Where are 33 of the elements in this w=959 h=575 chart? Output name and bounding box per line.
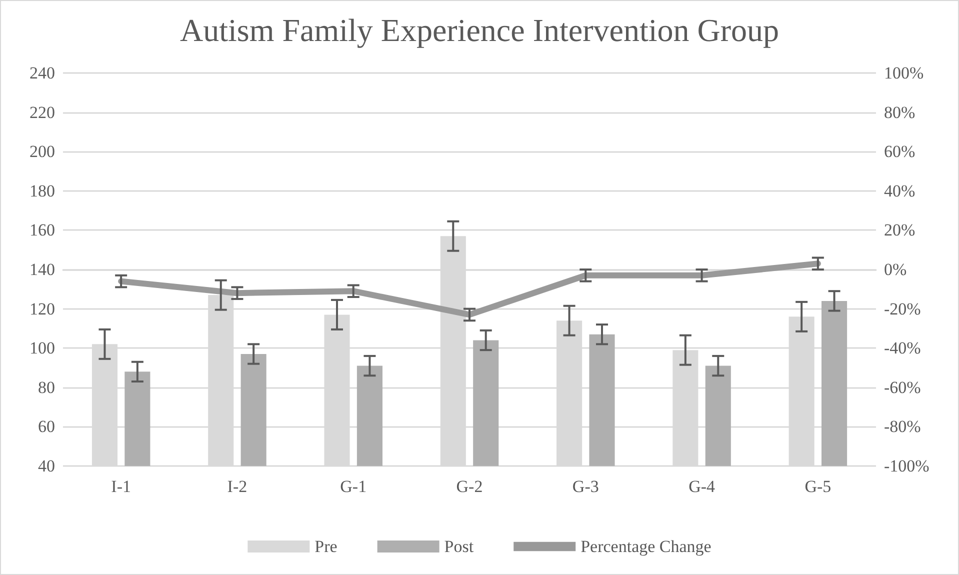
y2-tick-label: 20% [884, 220, 916, 240]
y-tick-label: 240 [30, 64, 55, 82]
x-tick-label: I-1 [111, 477, 131, 496]
chart-title: Autism Family Experience Intervention Group [180, 12, 779, 48]
y2-tick-label: -40% [884, 338, 921, 358]
y-tick-label: 80 [38, 378, 55, 397]
y2-tick-label: -60% [884, 378, 921, 397]
y2-tick-label: 100% [884, 64, 924, 82]
y-tick-label: 40 [38, 456, 55, 476]
y2-tick-label: 40% [884, 181, 916, 200]
y-tick-label: 60 [38, 417, 55, 436]
y-tick-label: 160 [30, 220, 55, 240]
y2-tick-label: 80% [884, 102, 916, 122]
y2-tick-label: 60% [884, 142, 916, 162]
x-tick-label: G-2 [456, 477, 483, 496]
x-tick-label: G-4 [688, 477, 716, 496]
legend-label: Pre [314, 537, 338, 556]
legend-label: Post [444, 537, 474, 556]
x-tick-label: G-5 [804, 477, 832, 496]
y2-tick-label: -20% [884, 299, 921, 318]
y2-tick-label: -80% [884, 417, 921, 436]
y2-tick-label: 0% [884, 260, 907, 279]
y-tick-label: 220 [30, 102, 55, 122]
y-tick-label: 100 [30, 338, 55, 358]
y2-tick-label: -100% [884, 456, 930, 476]
y-tick-label: 140 [30, 260, 55, 279]
x-tick-label: G-1 [340, 477, 367, 496]
x-tick-label: I-2 [227, 477, 248, 496]
y-tick-label: 200 [30, 142, 55, 162]
y-tick-label: 180 [30, 181, 55, 200]
legend-label: Percentage Change [580, 537, 712, 556]
x-tick-label: G-3 [572, 477, 599, 496]
y-tick-label: 120 [30, 299, 55, 318]
